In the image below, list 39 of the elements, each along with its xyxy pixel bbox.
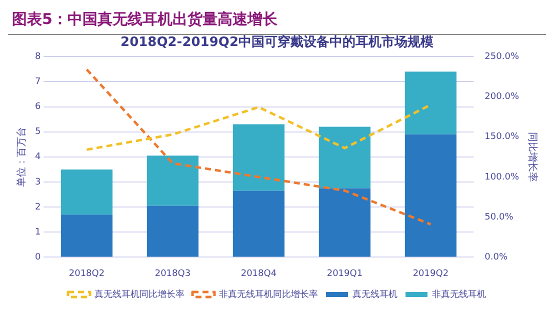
x-tick-label: 2019Q2 xyxy=(412,268,449,279)
y2-tick-label: 200.0% xyxy=(484,92,520,102)
bar xyxy=(60,214,113,257)
bar xyxy=(318,188,370,257)
y-tick-label: 4 xyxy=(34,152,41,162)
y-tick-label: 6 xyxy=(34,102,41,112)
x-tick-label: 2019Q1 xyxy=(326,268,363,279)
legend-label: 真无线耳机 xyxy=(352,288,398,300)
legend-label: 非真无线耳机同比增长率 xyxy=(219,288,318,300)
bar xyxy=(318,126,370,188)
line-series xyxy=(85,68,432,226)
y-tick-label: 5 xyxy=(34,127,41,138)
y2-tick-label: 0.0% xyxy=(484,252,508,263)
bar xyxy=(146,206,199,257)
bar xyxy=(232,190,284,257)
y-axis-title: 单位：百万台 xyxy=(16,126,28,187)
y2-tick-label: 250.0% xyxy=(484,52,520,62)
bar xyxy=(232,124,284,191)
chart-title: 图表5：中国真无线耳机出货量高速增长 xyxy=(8,8,546,35)
y-tick-label: 7 xyxy=(34,77,41,88)
y2-tick-label: 150.0% xyxy=(484,132,520,142)
y-tick-label: 3 xyxy=(34,177,41,188)
y-tick-label: 8 xyxy=(34,52,41,62)
x-tick-label: 2018Q3 xyxy=(154,268,191,279)
y-tick-label: 2 xyxy=(34,202,41,212)
bar xyxy=(404,134,456,257)
bar xyxy=(60,169,113,215)
bar xyxy=(404,72,456,134)
y2-tick-label: 50.0% xyxy=(484,212,514,222)
chart-subtitle: 2018Q2-2019Q2中国可穿戴设备中的耳机市场规模 xyxy=(120,34,434,50)
x-tick-label: 2018Q2 xyxy=(68,268,105,279)
x-tick-label: 2018Q4 xyxy=(240,268,277,279)
bar xyxy=(146,156,199,206)
y-tick-label: 1 xyxy=(34,227,41,238)
y2-axis-title: 同比增长率 xyxy=(526,132,538,182)
y2-tick-label: 100.0% xyxy=(484,172,520,182)
y-tick-label: 0 xyxy=(34,252,41,263)
legend-label: 非真无线耳机 xyxy=(432,288,486,300)
legend-label: 真无线耳机同比增长率 xyxy=(94,288,184,300)
